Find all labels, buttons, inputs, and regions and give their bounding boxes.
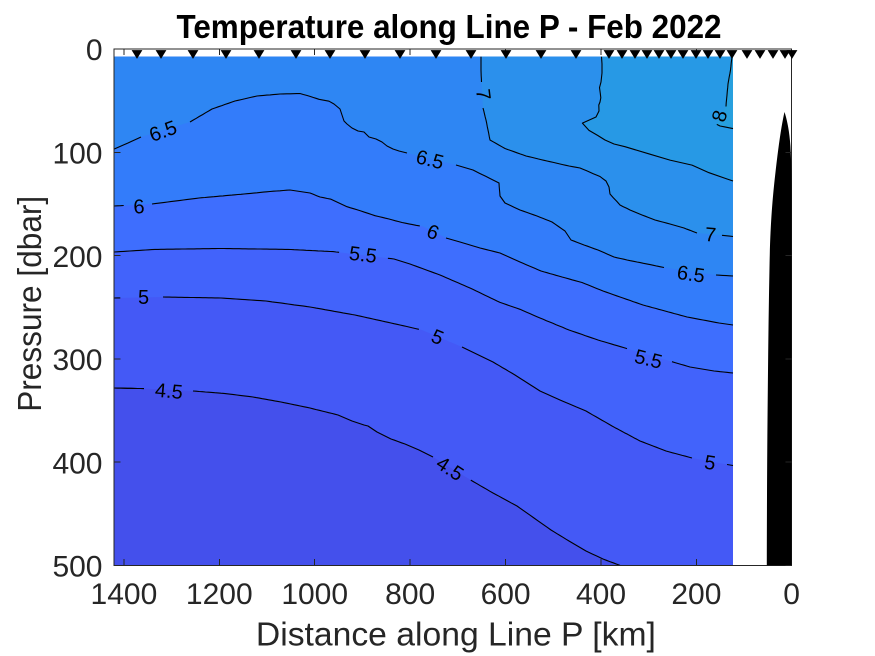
svg-text:7: 7 bbox=[471, 88, 494, 102]
svg-text:Pressure [dbar]: Pressure [dbar] bbox=[11, 196, 48, 412]
svg-text:5: 5 bbox=[138, 287, 149, 309]
svg-text:0: 0 bbox=[783, 578, 800, 611]
svg-text:400: 400 bbox=[52, 447, 102, 480]
svg-text:400: 400 bbox=[576, 578, 626, 611]
svg-text:300: 300 bbox=[52, 344, 102, 377]
svg-text:200: 200 bbox=[52, 241, 102, 274]
svg-text:1000: 1000 bbox=[281, 578, 348, 611]
svg-text:6.5: 6.5 bbox=[676, 262, 707, 288]
svg-text:200: 200 bbox=[671, 578, 721, 611]
svg-text:5: 5 bbox=[703, 452, 717, 475]
svg-text:7: 7 bbox=[704, 224, 717, 247]
svg-text:8: 8 bbox=[708, 108, 732, 124]
svg-text:100: 100 bbox=[52, 138, 102, 171]
svg-text:500: 500 bbox=[52, 551, 102, 584]
svg-text:Temperature along Line P - Feb: Temperature along Line P - Feb 2022 bbox=[177, 9, 722, 46]
svg-text:0: 0 bbox=[86, 34, 103, 67]
svg-text:Distance along Line P [km]: Distance along Line P [km] bbox=[256, 616, 656, 653]
svg-text:6: 6 bbox=[133, 196, 145, 219]
svg-text:800: 800 bbox=[385, 578, 435, 611]
svg-text:4.5: 4.5 bbox=[154, 380, 184, 404]
svg-text:1200: 1200 bbox=[186, 578, 253, 611]
svg-text:600: 600 bbox=[481, 578, 531, 611]
svg-text:5.5: 5.5 bbox=[348, 243, 378, 268]
svg-text:1400: 1400 bbox=[91, 578, 158, 611]
